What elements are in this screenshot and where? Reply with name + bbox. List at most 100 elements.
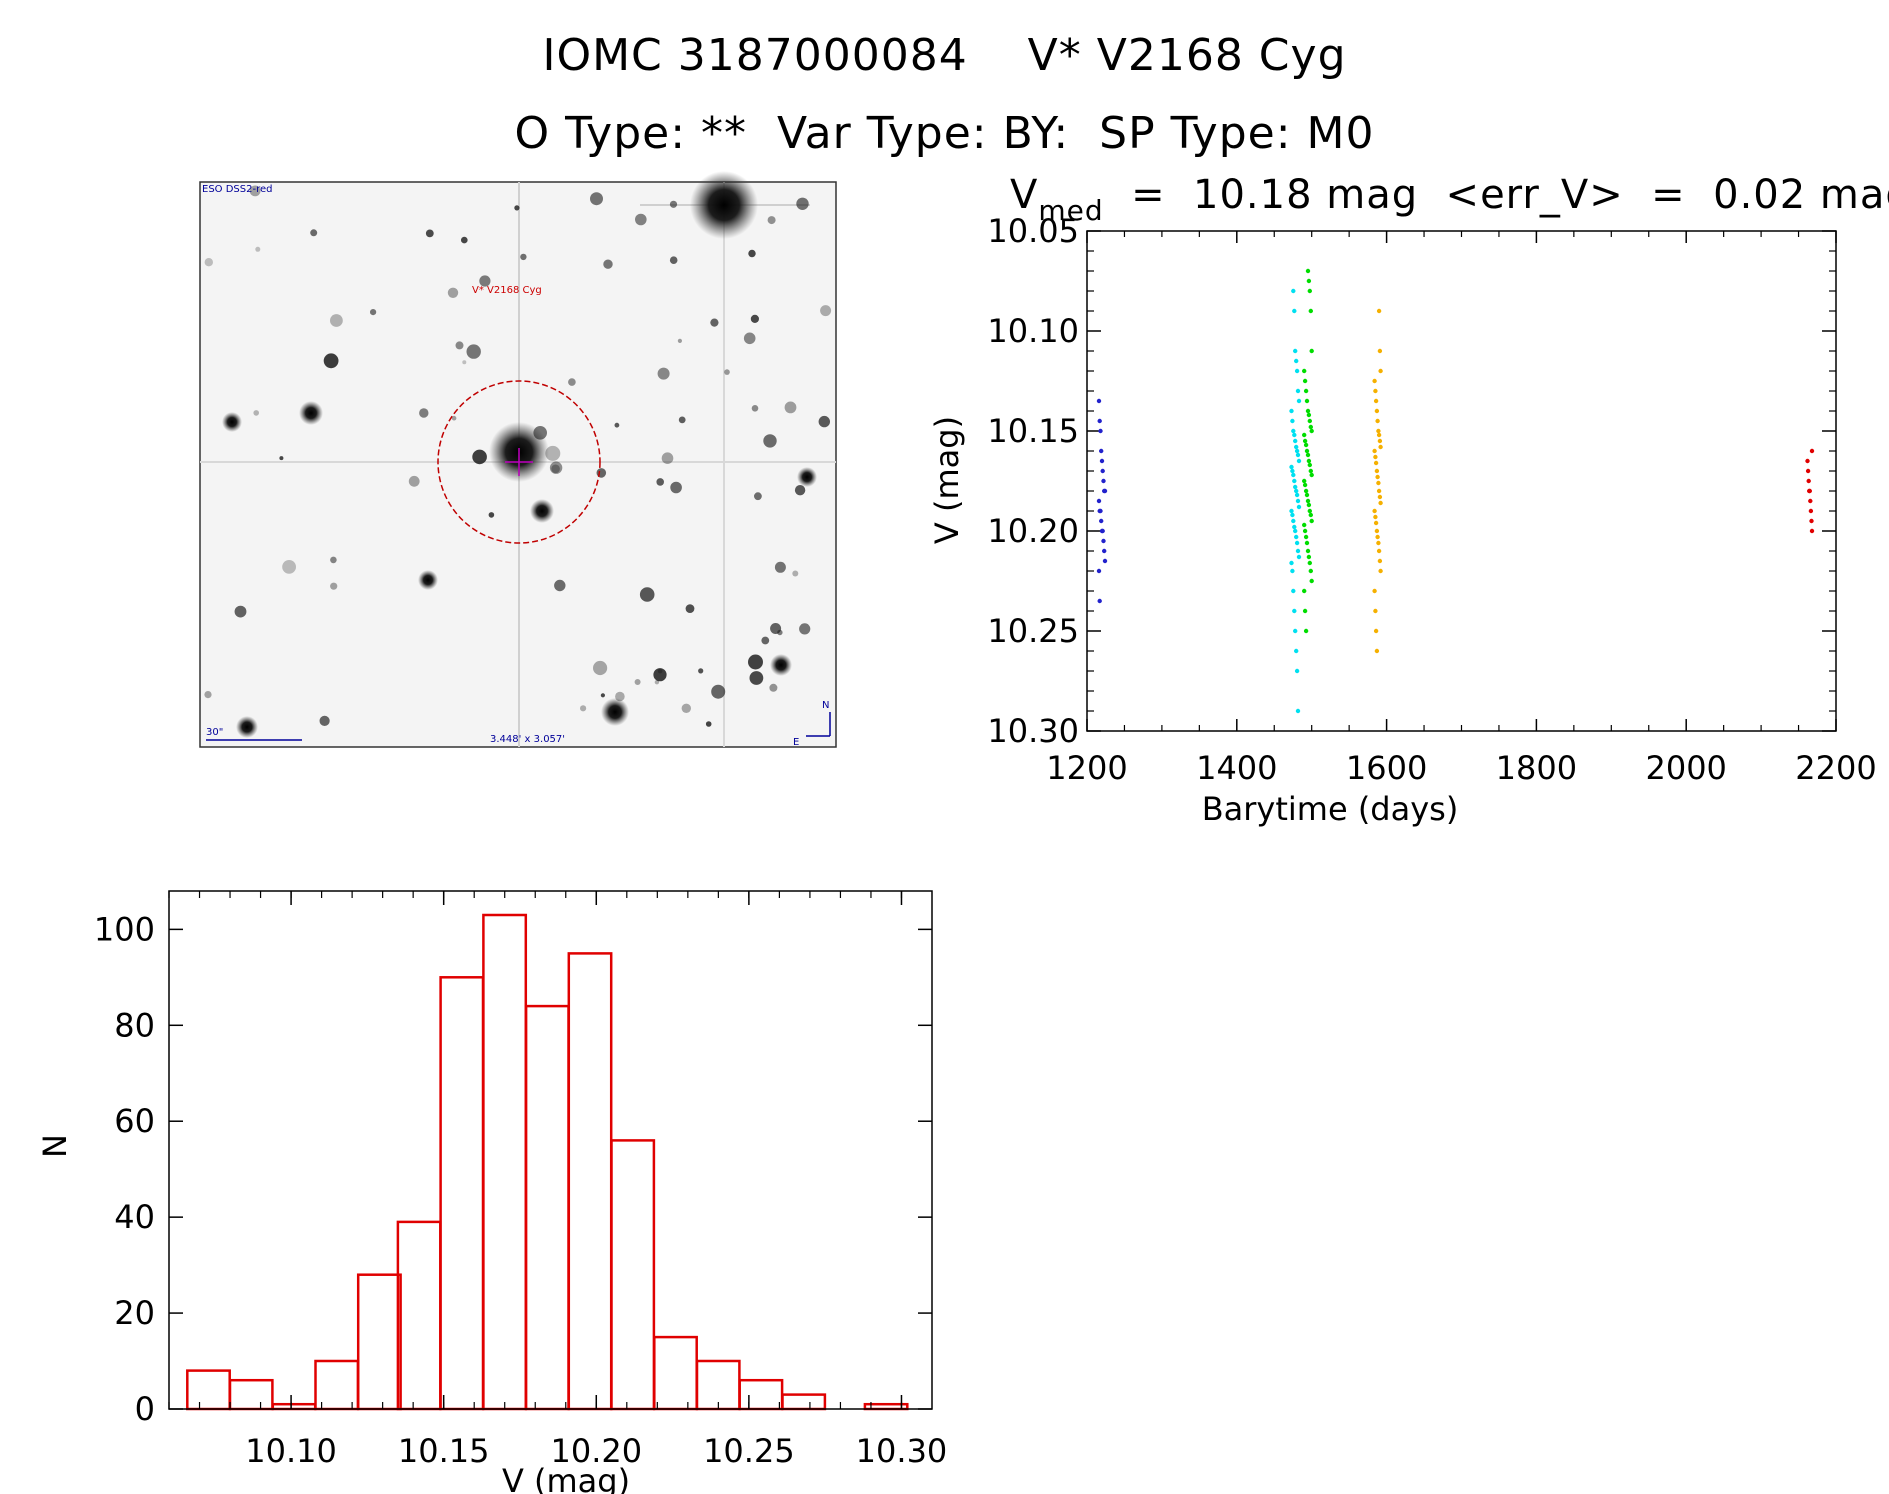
light-curve-point: [1294, 358, 1299, 364]
light-curve-point: [1302, 368, 1307, 374]
survey-label: ESO DSS2-red: [202, 184, 272, 195]
light-curve-point: [1302, 522, 1307, 528]
field-star: [600, 693, 606, 698]
field-star: [330, 314, 343, 327]
field-star: [330, 582, 338, 590]
field-star: [677, 338, 683, 343]
light-curve-point: [1295, 498, 1301, 504]
histogram-xlabel: V (mag): [502, 1462, 630, 1494]
field-star: [710, 318, 719, 327]
y-tick-label: 100: [94, 910, 155, 948]
light-curve-point: [1291, 588, 1296, 594]
light-curve-point: [1292, 608, 1297, 614]
histogram-bar: [186, 1369, 231, 1411]
light-curve-point: [1302, 478, 1307, 484]
histogram-bar: [356, 1273, 402, 1411]
field-star: [549, 461, 563, 474]
light-curve-point: [1373, 398, 1379, 404]
light-curve-point: [1303, 488, 1309, 494]
light-curve-point: [1291, 288, 1296, 294]
light-curve-point: [1302, 588, 1307, 594]
light-curve-point: [1309, 472, 1314, 478]
field-star: [593, 660, 608, 676]
light-curve-point: [1098, 428, 1103, 434]
light-curve-point: [1289, 408, 1294, 414]
light-curve-point: [1304, 540, 1310, 546]
light-curve-point: [1102, 488, 1108, 494]
light-curve-point: [1296, 398, 1302, 404]
light-curve-point: [1294, 648, 1299, 654]
histogram-bar: [567, 952, 613, 1411]
field-star: [488, 512, 495, 518]
histogram-bar: [610, 1139, 656, 1411]
field-star: [749, 671, 764, 685]
field-star: [698, 668, 704, 674]
histogram-frame: [168, 890, 933, 1410]
light-curve-point: [1373, 514, 1378, 520]
field-star: [479, 275, 491, 287]
field-star: [472, 449, 487, 465]
light-curve-point: [1303, 388, 1309, 394]
y-tick-label: 10.20: [987, 512, 1079, 550]
light-curve-point: [1294, 540, 1300, 546]
light-curve-point: [1292, 432, 1297, 438]
light-curve-point: [1302, 608, 1308, 614]
light-curve-point: [1292, 308, 1297, 314]
light-curve-point: [1306, 458, 1312, 464]
field-star: [590, 192, 603, 206]
field-star: [799, 623, 811, 635]
field-star: [603, 259, 613, 269]
light-curve-point: [1307, 560, 1313, 566]
field-star: [455, 341, 464, 350]
field-star: [705, 721, 712, 727]
light-curve-point: [1378, 368, 1383, 374]
light-curve-point: [1294, 668, 1300, 674]
light-curve-point: [1291, 428, 1296, 434]
field-star: [681, 703, 691, 713]
light-curve-point: [1302, 438, 1308, 444]
light-curve-point: [1290, 512, 1295, 518]
light-curve-point: [1372, 378, 1377, 384]
y-tick-label: 40: [114, 1198, 155, 1236]
light-curve-point: [1375, 474, 1380, 480]
field-star: [769, 683, 778, 692]
field-star: [653, 668, 667, 682]
light-curve-point: [1375, 534, 1380, 540]
bright-star: [601, 698, 629, 726]
field-star: [461, 236, 468, 244]
field-star: [447, 287, 459, 298]
light-curve-point: [1807, 488, 1813, 494]
light-curve-point: [1101, 538, 1106, 544]
x-tick-label: 2000: [1645, 749, 1726, 787]
x-tick-label: 10.20: [550, 1432, 642, 1470]
light-curve-frame: [1086, 230, 1837, 732]
light-curve-point: [1307, 418, 1313, 424]
light-curve-point: [1373, 608, 1378, 614]
light-curve-ylabel: V (mag): [928, 416, 966, 544]
field-star: [568, 378, 576, 386]
bright-star: [797, 467, 817, 487]
light-curve-point: [1373, 454, 1378, 460]
light-curve-point: [1305, 408, 1311, 414]
x-tick-label: 10.30: [856, 1432, 948, 1470]
light-curve-point: [1376, 540, 1381, 546]
north-label: N: [822, 700, 829, 711]
light-curve-point: [1294, 492, 1300, 498]
field-star: [255, 246, 261, 252]
light-curve-point: [1304, 448, 1310, 454]
scale-label: 30": [206, 727, 223, 738]
light-curve-point: [1097, 598, 1102, 604]
x-tick-label: 10.10: [245, 1432, 337, 1470]
light-curve-point: [1373, 628, 1379, 634]
bright-star: [418, 570, 438, 590]
light-curve-point: [1305, 452, 1311, 458]
field-star: [319, 715, 330, 727]
field-star: [533, 426, 547, 440]
light-curve-point: [1376, 480, 1381, 486]
field-star: [634, 679, 641, 685]
histogram-bar: [314, 1359, 360, 1411]
y-tick-label: 10.15: [987, 412, 1079, 450]
light-curve-point: [1309, 518, 1314, 524]
light-curve-point: [1307, 462, 1313, 468]
light-curve-point: [1308, 424, 1314, 430]
